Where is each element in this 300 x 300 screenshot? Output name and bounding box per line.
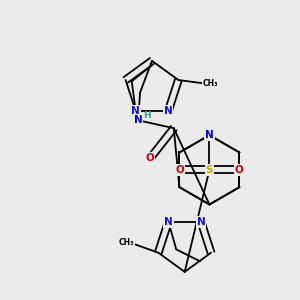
- Text: O: O: [146, 153, 154, 163]
- Text: N: N: [131, 106, 140, 116]
- Text: N: N: [205, 130, 214, 140]
- Text: CH₃: CH₃: [119, 238, 134, 247]
- Text: N: N: [164, 106, 173, 116]
- Text: H: H: [143, 111, 151, 120]
- Text: N: N: [164, 217, 173, 227]
- Text: N: N: [134, 115, 142, 125]
- Text: S: S: [206, 165, 213, 175]
- Text: CH₃: CH₃: [202, 80, 218, 88]
- Text: N: N: [196, 217, 206, 227]
- Text: O: O: [235, 165, 244, 175]
- Text: O: O: [175, 165, 184, 175]
